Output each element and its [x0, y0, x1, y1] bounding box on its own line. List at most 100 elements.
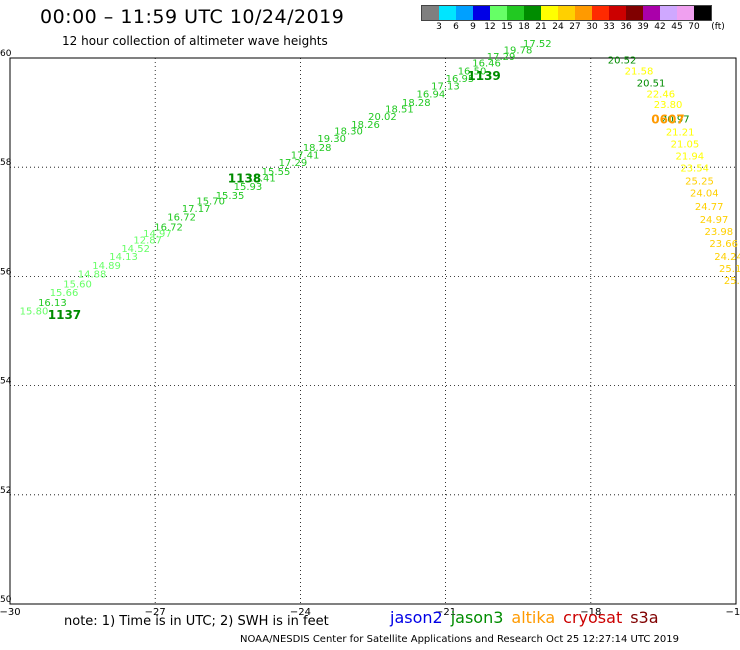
legend-swatch — [660, 6, 677, 20]
swh-color-legend — [421, 5, 712, 21]
mission-legend-jason3: jason3 — [450, 608, 504, 627]
legend-swatch — [694, 6, 711, 20]
swh-value-label: 17.52 — [523, 39, 552, 50]
mission-legend-altika: altika — [511, 608, 556, 627]
swh-value-label: 23.98 — [705, 227, 734, 238]
swh-value-label: 21.94 — [676, 152, 705, 163]
swh-value-label: 23.80 — [654, 100, 683, 111]
swh-value-label: 17.41 — [291, 150, 320, 161]
swh-value-label: 14.52 — [121, 244, 150, 255]
swh-value-label: 21.21 — [666, 128, 695, 139]
swh-value-label: 17.29 — [279, 158, 308, 169]
legend-swatch — [456, 6, 473, 20]
legend-label: 45 — [671, 22, 683, 32]
swh-value-label: 19.30 — [317, 134, 346, 145]
swh-value-label: 18.51 — [385, 105, 414, 116]
swh-value-label: 17.13 — [431, 82, 460, 93]
swh-value-label: 17.29 — [487, 52, 516, 63]
latitude-tick-label: 52 — [0, 486, 11, 496]
swh-value-label: 15.93 — [234, 182, 263, 193]
swh-value-label: 22.46 — [646, 89, 675, 100]
swh-value-label: 19.78 — [504, 46, 533, 57]
swh-value-label: 12.87 — [133, 236, 162, 247]
legend-label: 27 — [569, 22, 581, 32]
latitude-tick-label: 58 — [0, 158, 12, 168]
mission-legend-cryosat: cryosat — [563, 608, 623, 627]
legend-label: 30 — [586, 22, 598, 32]
legend-label: 36 — [620, 22, 632, 32]
legend-label: 39 — [637, 22, 649, 32]
longitude-tick-label: −24 — [290, 607, 311, 618]
latitude-tick-label: 60 — [0, 49, 12, 59]
swh-value-label: 25.25 — [685, 177, 714, 188]
legend-swatch — [422, 6, 439, 20]
pass-number-label: 1137 — [48, 308, 81, 322]
swh-value-label: 18.26 — [351, 120, 380, 131]
swh-value-label: 18.28 — [303, 143, 332, 154]
legend-label: 15 — [501, 22, 513, 32]
map-subtitle: 12 hour collection of altimeter wave hei… — [62, 34, 328, 48]
swh-value-label: 16.41 — [247, 173, 276, 184]
swh-value-label: 15.55 — [262, 167, 291, 178]
legend-swatch — [558, 6, 575, 20]
swh-value-label: 14.97 — [143, 229, 172, 240]
swh-value-label: 14.88 — [78, 269, 107, 280]
mission-legend-jason2: jason2 — [390, 608, 443, 627]
longitude-tick-label: −21 — [435, 607, 456, 618]
swh-value-label: 17.17 — [182, 204, 211, 215]
longitude-tick-label: −30 — [0, 607, 21, 618]
longitude-tick-label: −27 — [145, 607, 166, 618]
legend-label: 33 — [603, 22, 615, 32]
swh-value-label: 20.97 — [661, 114, 690, 125]
swh-value-label: 14.13 — [109, 252, 138, 263]
swh-value-label: 15.70 — [196, 196, 225, 207]
legend-swatch — [575, 6, 592, 20]
swh-value-label: 24.24 — [714, 252, 740, 263]
swh-value-label: 15.60 — [63, 279, 92, 290]
swh-value-label: 16.13 — [38, 298, 67, 309]
legend-label: 6 — [453, 22, 459, 32]
swh-value-label: 16.94 — [417, 89, 446, 100]
map-frame — [9, 57, 737, 605]
swh-value-label: 24.77 — [695, 202, 724, 213]
swh-value-label: 16.72 — [154, 223, 183, 234]
legend-swatch — [473, 6, 490, 20]
latitude-tick-label: 54 — [0, 377, 12, 387]
legend-label: 18 — [518, 22, 530, 32]
swh-value-label: 25. — [724, 276, 740, 287]
swh-legend-labels: 3 6 9 12 15 18 21 24 27 30 33 36 39 42 45 70 (ft) — [421, 22, 740, 34]
swh-value-label: 23.54 — [680, 164, 709, 175]
legend-label: 21 — [535, 22, 547, 32]
pass-number-label: 0607 — [651, 113, 684, 127]
swh-value-label: 15.80 — [20, 307, 49, 318]
legend-label: 9 — [470, 22, 476, 32]
swh-value-label: 20.51 — [637, 78, 666, 89]
legend-label: 70 — [688, 22, 700, 32]
swh-value-label: 24.97 — [700, 215, 729, 226]
legend-swatch — [626, 6, 643, 20]
swh-value-label: 20.52 — [608, 55, 637, 66]
swh-value-label: 16.50 — [458, 66, 487, 77]
legend-swatch — [609, 6, 626, 20]
swh-value-label: 15.66 — [50, 288, 79, 299]
legend-unit: (ft) — [711, 22, 725, 32]
swh-value-label: 21.05 — [671, 140, 700, 151]
legend-label: 3 — [436, 22, 442, 32]
map-title: 00:00 – 11:59 UTC 10/24/2019 — [40, 6, 345, 28]
swh-value-label: 24.04 — [690, 189, 719, 200]
swh-value-label: 23.66 — [709, 239, 738, 250]
legend-label: 12 — [484, 22, 496, 32]
latitude-tick-label: 56 — [0, 267, 12, 277]
longitude-tick-label: −18 — [580, 607, 601, 618]
swh-value-label: 21.58 — [625, 66, 654, 77]
legend-swatch — [677, 6, 694, 20]
legend-swatch — [490, 6, 507, 20]
footer-note: note: 1) Time is in UTC; 2) SWH is in fe… — [64, 614, 329, 629]
legend-swatch — [524, 6, 541, 20]
swh-value-label: 16.95 — [446, 74, 475, 85]
legend-swatch — [592, 6, 609, 20]
footer-credit: NOAA/NESDIS Center for Satellite Applica… — [240, 634, 679, 645]
swh-value-label: 16.72 — [167, 213, 196, 224]
swh-value-label: 20.02 — [368, 112, 397, 123]
